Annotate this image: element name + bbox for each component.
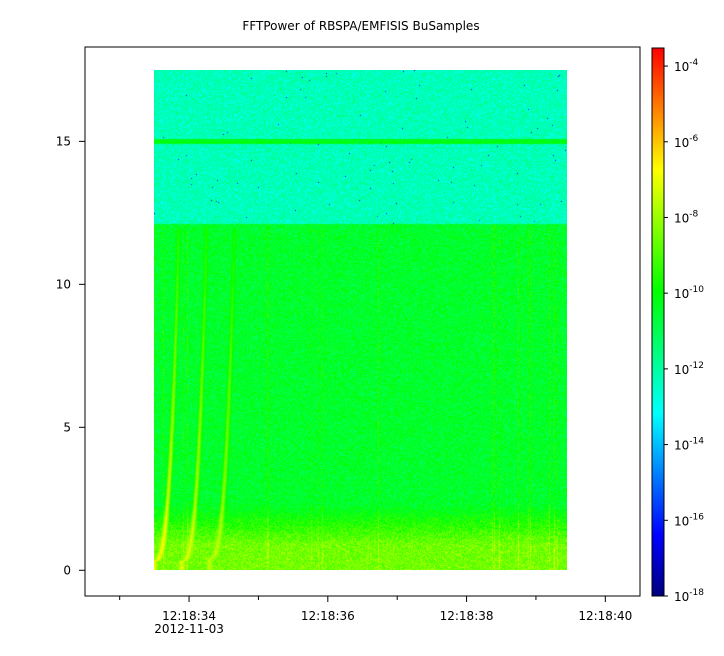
y-axis: 0 5 10 15 — [56, 134, 85, 577]
chart-title: FFTPower of RBSPA/EMFISIS BuSamples — [242, 19, 479, 33]
x-tick-label: 12:18:36 — [301, 609, 355, 623]
spectrogram-canvas-holder — [154, 70, 567, 570]
colorbar-tick-base: 10 — [674, 136, 689, 150]
y-tick-label: 0 — [63, 563, 71, 577]
y-tick-label: 15 — [56, 134, 71, 148]
colorbar-scale — [651, 47, 665, 597]
colorbar-tick-exponent: -10 — [689, 285, 704, 295]
colorbar-tick-label: 10-18 — [674, 588, 704, 604]
colorbar-tick-base: 10 — [674, 439, 689, 453]
x-tick-label: 12:18:40 — [578, 609, 632, 623]
x-tick-label: 12:18:34 — [162, 609, 216, 623]
colorbar-tick-label: 10-10 — [674, 285, 704, 301]
colorbar-tick-base: 10 — [674, 590, 689, 604]
colorbar-tick-exponent: -18 — [689, 588, 704, 598]
y-tick-label: 10 — [56, 277, 71, 291]
colorbar-tick-exponent: -4 — [689, 58, 698, 68]
spectrogram-canvas — [154, 70, 567, 570]
colorbar-tick-exponent: -16 — [689, 512, 704, 522]
colorbar-tick-label: 10-16 — [674, 512, 704, 528]
colorbar-tick-exponent: -14 — [689, 437, 704, 447]
colorbar-tick-label: 10-8 — [674, 209, 699, 225]
y-tick-label: 5 — [63, 420, 71, 434]
colorbar-tick-label: 10-12 — [674, 361, 704, 377]
colorbar-tick-exponent: -8 — [689, 209, 698, 219]
colorbar-tick-base: 10 — [674, 60, 689, 74]
colorbar-tick-base: 10 — [674, 211, 689, 225]
colorbar-tick-base: 10 — [674, 514, 689, 528]
colorbar-tick-base: 10 — [674, 363, 689, 377]
colorbar-tick-label: 10-14 — [674, 437, 704, 453]
colorbar-tick-exponent: -12 — [689, 361, 704, 371]
colorbar-tick-label: 10-6 — [674, 134, 699, 150]
x-tick-label: 12:18:38 — [440, 609, 494, 623]
colorbar-tick-exponent: -6 — [689, 134, 698, 144]
colorbar-tick-base: 10 — [674, 287, 689, 301]
x-tick-sublabel: 2012-11-03 — [154, 622, 224, 636]
spectrogram-image — [154, 70, 567, 570]
colorbar-tick-label: 10-4 — [674, 58, 699, 74]
